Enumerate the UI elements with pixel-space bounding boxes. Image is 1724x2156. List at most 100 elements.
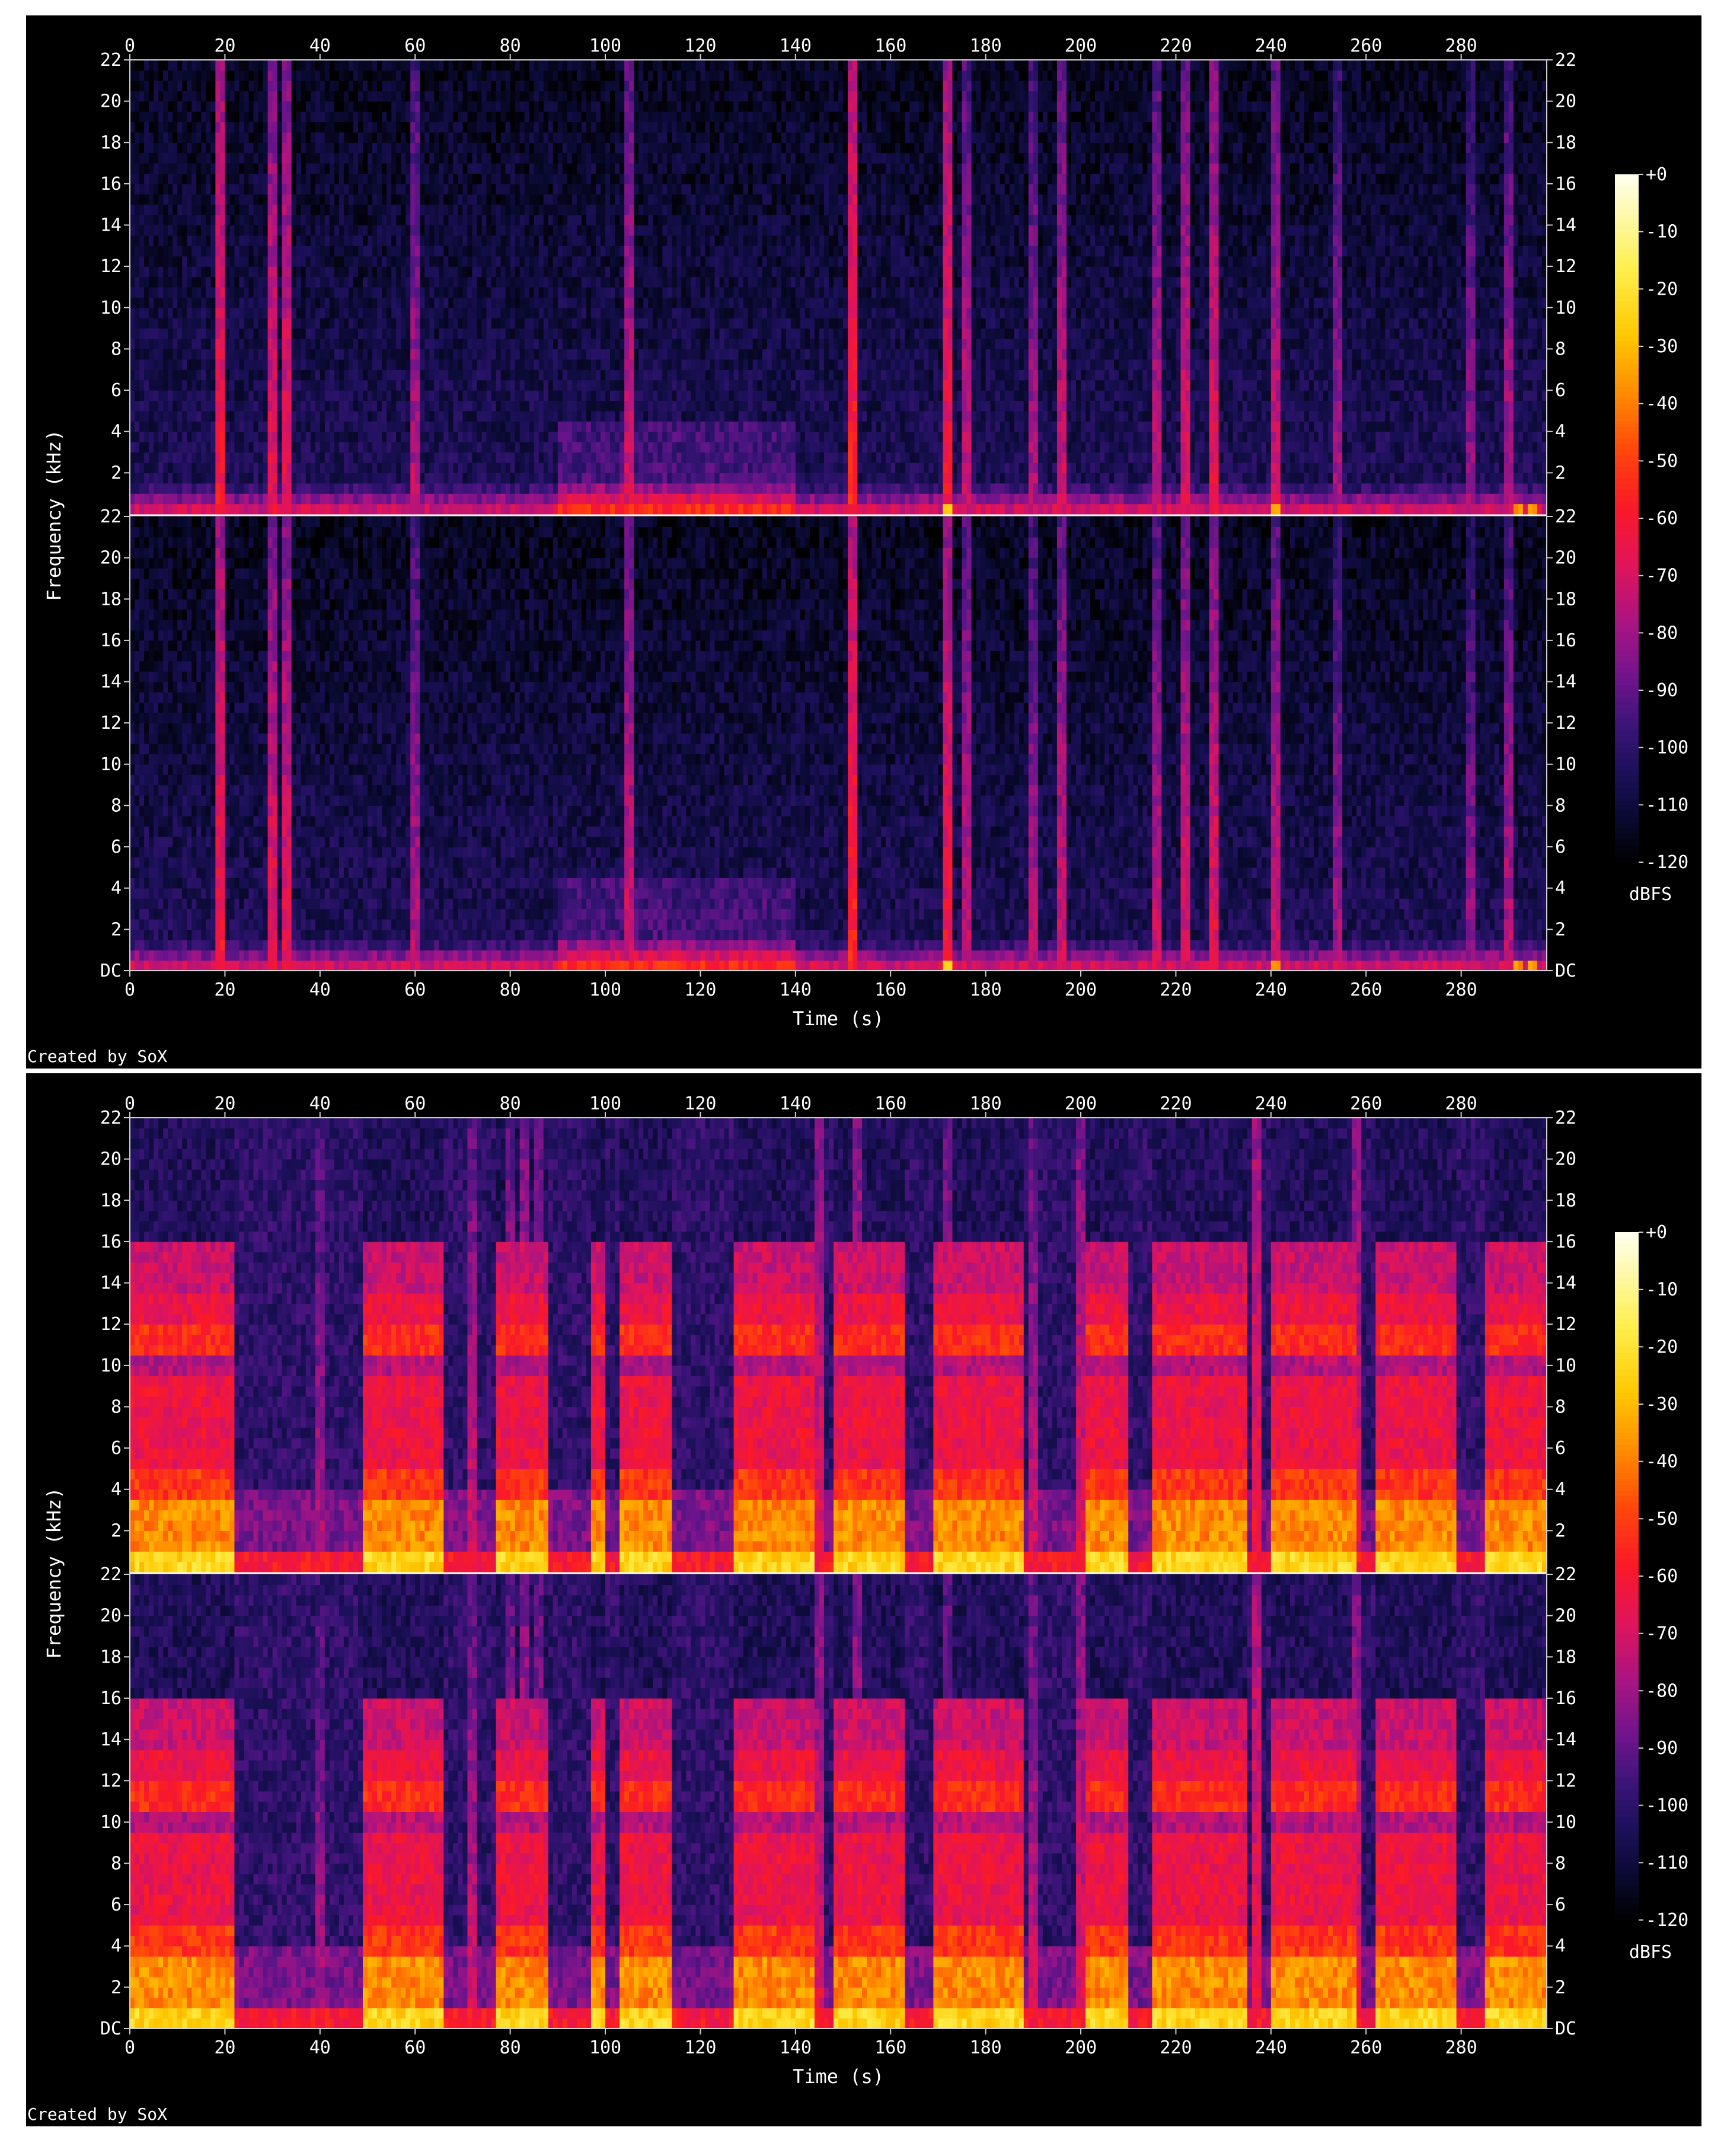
- spectrogram-cell: [135, 245, 140, 256]
- spectrogram-cell: [657, 493, 663, 504]
- spectrogram-cell: [168, 504, 173, 515]
- spectrogram-cell: [339, 287, 344, 298]
- spectrogram-cell: [139, 349, 145, 359]
- spectrogram-cell: [282, 266, 288, 277]
- spectrogram-cell: [424, 411, 430, 422]
- spectrogram-cell: [315, 318, 321, 328]
- spectrogram-cell: [520, 432, 525, 442]
- spectrogram-cell: [154, 225, 159, 236]
- spectrogram-cell: [462, 463, 468, 473]
- spectrogram-cell: [582, 235, 587, 246]
- spectrogram-cell: [410, 473, 416, 483]
- spectrogram-cell: [481, 205, 487, 215]
- spectrogram-cell: [311, 452, 316, 463]
- spectrogram-cell: [563, 101, 568, 112]
- spectrogram-cell: [605, 442, 611, 452]
- spectrogram-cell: [582, 194, 587, 205]
- spectrogram-cell: [177, 504, 183, 515]
- spectrogram-cell: [358, 215, 363, 225]
- spectrogram-cell: [191, 380, 197, 391]
- spectrogram-cell: [629, 245, 634, 256]
- spectrogram-cell: [477, 287, 482, 298]
- spectrogram-cell: [163, 380, 168, 391]
- spectrogram-cell: [586, 297, 592, 308]
- spectrogram-cell: [496, 153, 502, 164]
- spectrogram-cell: [506, 390, 511, 401]
- spectrogram-cell: [139, 91, 145, 101]
- spectrogram-cell: [330, 359, 335, 370]
- spectrogram-cell: [158, 101, 164, 112]
- spectrogram-cell: [353, 60, 359, 71]
- spectrogram-cell: [353, 122, 359, 132]
- spectrogram-cell: [344, 60, 349, 71]
- spectrogram-cell: [191, 401, 197, 412]
- spectrogram-cell: [572, 132, 577, 143]
- spectrogram-cell: [610, 442, 615, 452]
- spectrogram-cell: [191, 266, 197, 277]
- spectrogram-cell: [567, 369, 573, 380]
- spectrogram-cell: [177, 153, 183, 164]
- spectrogram-cell: [339, 132, 344, 143]
- spectrogram-cell: [358, 339, 363, 349]
- spectrogram-cell: [187, 318, 192, 328]
- spectrogram-cell: [496, 215, 502, 225]
- spectrogram-cell: [429, 463, 435, 473]
- spectrogram-cell: [434, 308, 439, 318]
- spectrogram-cell: [301, 401, 307, 412]
- spectrogram-cell: [225, 369, 230, 380]
- spectrogram-cell: [149, 369, 154, 380]
- spectrogram-cell: [177, 101, 183, 112]
- spectrogram-cell: [553, 111, 558, 122]
- spectrogram-cell: [287, 308, 292, 318]
- spectrogram-cell: [292, 205, 297, 215]
- spectrogram-cell: [462, 277, 468, 288]
- spectrogram-cell: [506, 205, 511, 215]
- spectrogram-cell: [558, 256, 563, 267]
- spectrogram-cell: [596, 297, 601, 308]
- spectrogram-cell: [273, 432, 278, 442]
- spectrogram-cell: [372, 421, 378, 432]
- spectrogram-cell: [563, 401, 568, 412]
- spectrogram-cell: [135, 432, 140, 442]
- spectrogram-cell: [301, 411, 307, 422]
- spectrogram-cell: [173, 205, 178, 215]
- spectrogram-cell: [487, 194, 492, 205]
- spectrogram-cell: [477, 432, 482, 442]
- spectrogram-cell: [544, 390, 549, 401]
- spectrogram-cell: [657, 277, 663, 288]
- spectrogram-cell: [520, 483, 525, 494]
- spectrogram-cell: [582, 411, 587, 422]
- spectrogram-cell: [453, 225, 458, 236]
- spectrogram-cell: [353, 421, 359, 432]
- spectrogram-cell: [182, 452, 187, 463]
- spectrogram-cell: [443, 349, 449, 359]
- spectrogram-cell: [396, 452, 401, 463]
- spectrogram-cell: [406, 473, 411, 483]
- spectrogram-cell: [620, 277, 625, 288]
- spectrogram-cell: [462, 318, 468, 328]
- spectrogram-cell: [201, 256, 206, 267]
- spectrogram-cell: [624, 390, 630, 401]
- spectrogram-cell: [220, 81, 225, 91]
- spectrogram-cell: [515, 390, 521, 401]
- spectrogram-cell: [301, 205, 307, 215]
- spectrogram-cell: [287, 153, 292, 164]
- spectrogram-cell: [196, 432, 202, 442]
- spectrogram-cell: [567, 215, 573, 225]
- spectrogram-cell: [263, 401, 269, 412]
- spectrogram-cell: [453, 91, 458, 101]
- spectrogram-cell: [282, 235, 288, 246]
- spectrogram-cell: [149, 163, 154, 174]
- spectrogram-cell: [662, 411, 668, 422]
- spectrogram-cell: [434, 463, 439, 473]
- spectrogram-cell: [325, 401, 330, 412]
- spectrogram-cell: [491, 493, 497, 504]
- spectrogram-cell: [472, 163, 477, 174]
- spectrogram-cell: [163, 101, 168, 112]
- spectrogram-cell: [201, 174, 206, 184]
- spectrogram-cell: [553, 81, 558, 91]
- spectrogram-cell: [258, 359, 264, 370]
- spectrogram-cell: [605, 328, 611, 339]
- spectrogram-cell: [496, 339, 502, 349]
- spectrogram-cell: [154, 174, 159, 184]
